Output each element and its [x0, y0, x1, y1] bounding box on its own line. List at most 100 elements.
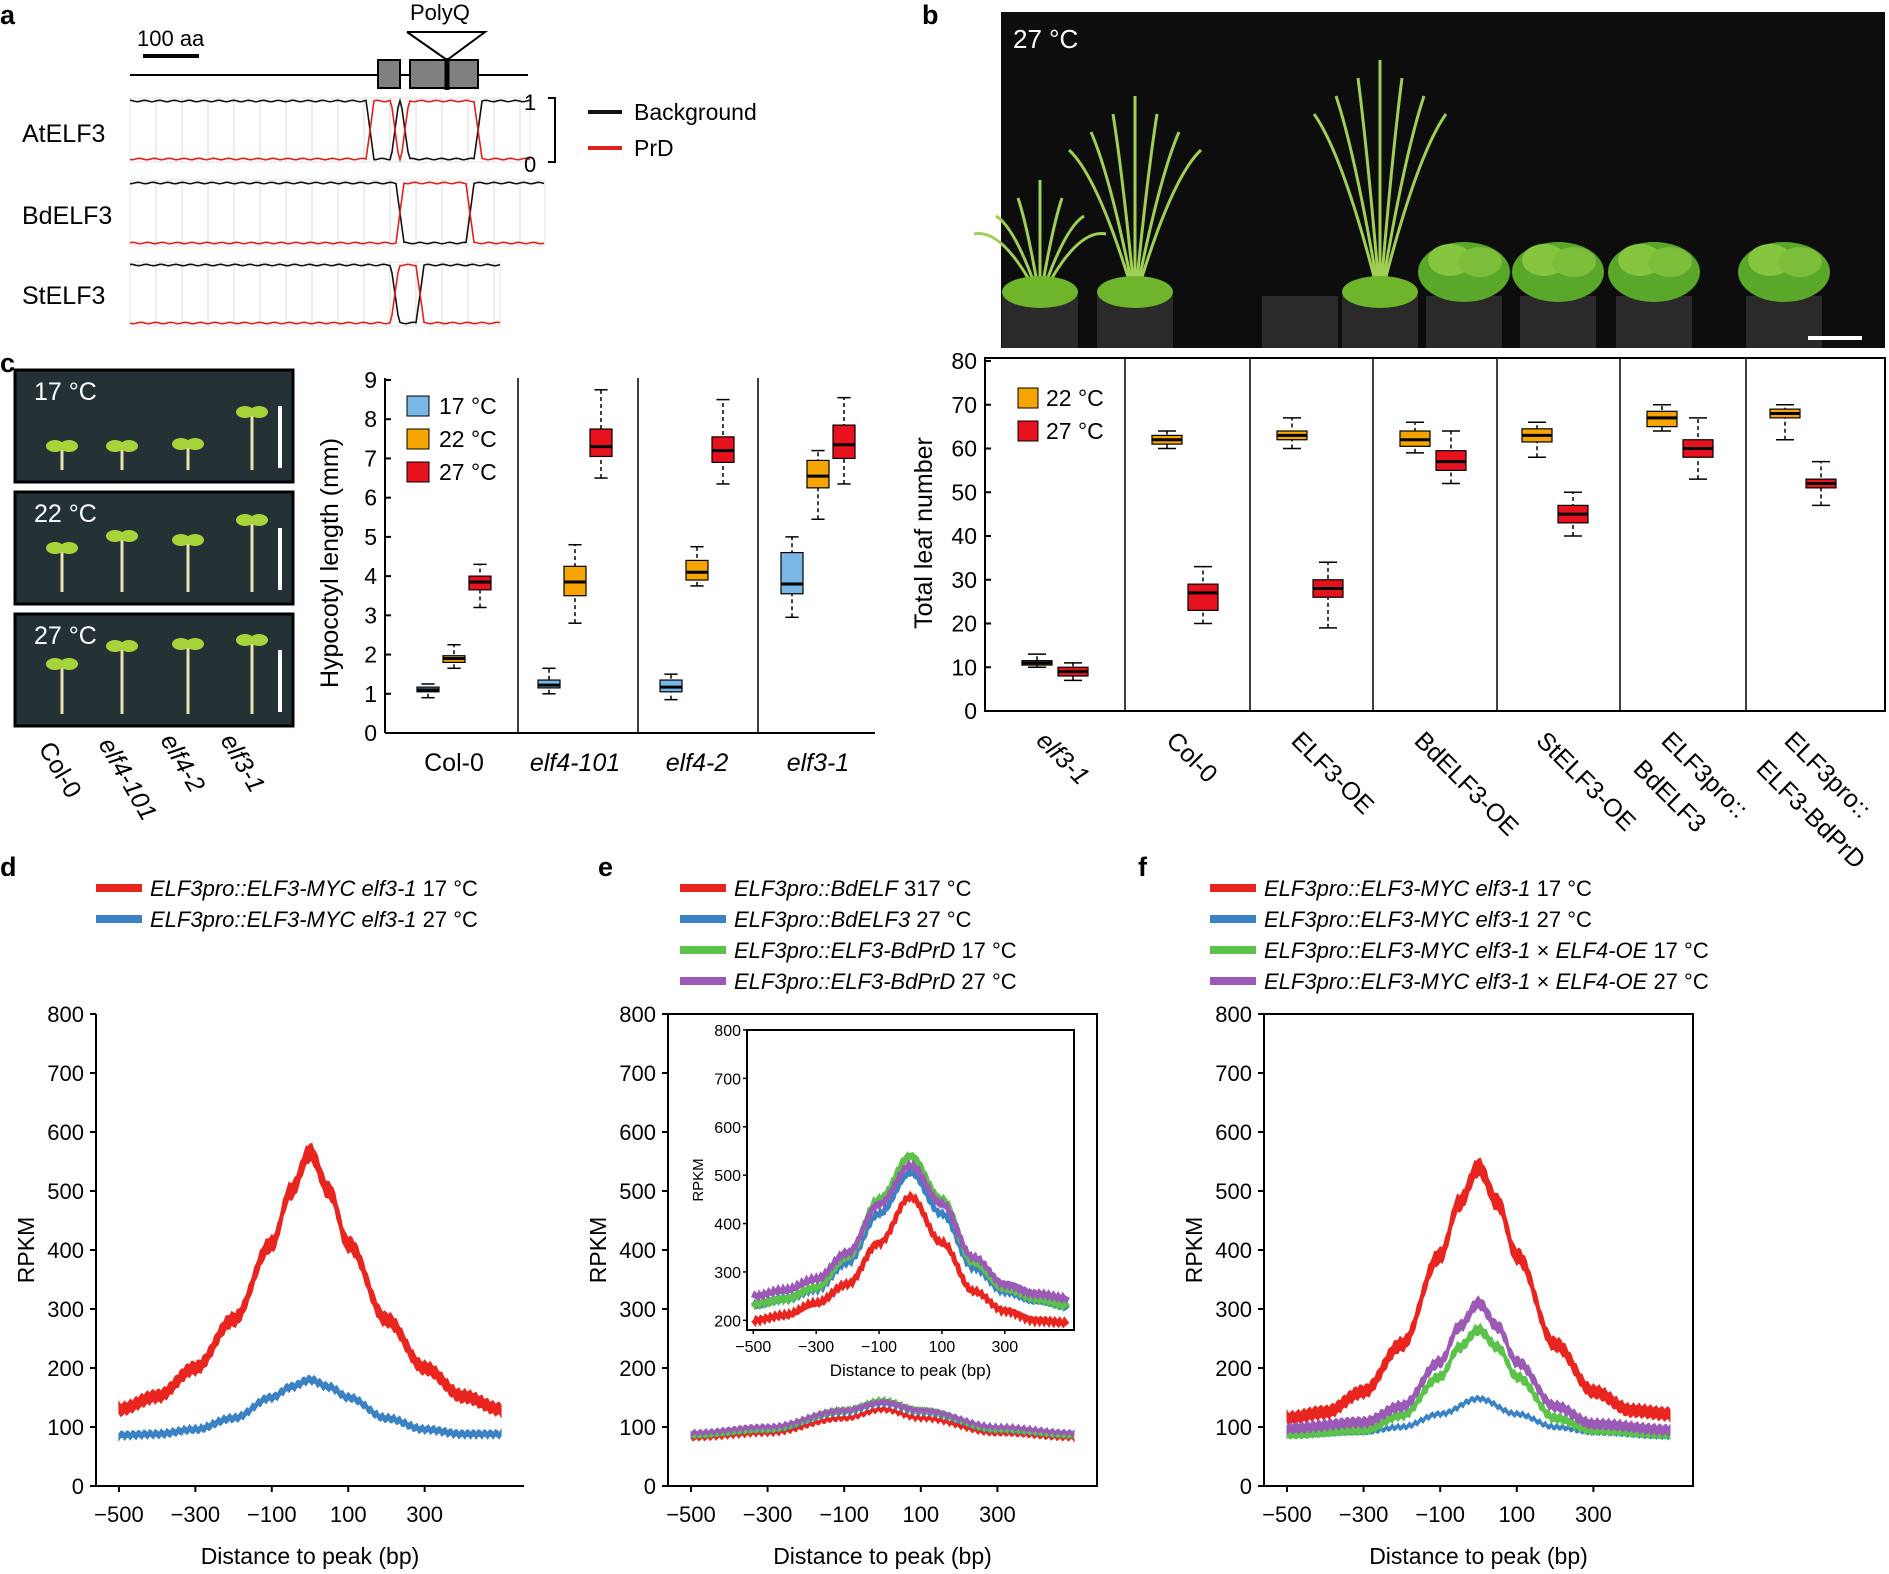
legend-suffix: 27 °C [1647, 969, 1708, 994]
y-tick-label: 40 [951, 523, 977, 549]
plant-rosette [1002, 276, 1078, 308]
x-tick-label-elf4-2: elf4-2 [666, 749, 729, 777]
series-band-0 [118, 1142, 502, 1419]
legend-suffix: 27 °C [417, 907, 478, 932]
y-tick-label: 700 [619, 1061, 656, 1086]
inset-series-line-0 [751, 1190, 1070, 1329]
legend-italic: ELF3pro::ELF3-MYC elf3-1 [1264, 938, 1531, 963]
y-axis-label: RPKM [585, 1217, 611, 1283]
legend-suffix: 17 °C [1647, 938, 1708, 963]
x-tick-label: 300 [406, 1502, 443, 1527]
legend-label-prd: PrD [634, 135, 674, 161]
panel-a-prd-tracks: 100 aa PolyQ AtELF3 BdELF3 StELF3 1 0 Ba… [22, 0, 757, 327]
track-axis-bottom: 0 [524, 152, 536, 177]
photo-temp-label-17: 17 °C [34, 378, 97, 406]
plant-stem [1356, 77, 1382, 301]
panel-label-e: e [598, 852, 613, 882]
y-tick-label: 800 [1215, 1002, 1252, 1027]
y-tick-label: 5 [364, 524, 377, 550]
series-band-0 [1286, 1157, 1671, 1426]
x-tick-label: −100 [819, 1502, 869, 1527]
y-tick-label: 6 [364, 485, 377, 511]
box-27C-elf4101 [589, 428, 613, 458]
legend-italic: ELF3pro::ELF3-BdPrD [734, 938, 955, 963]
box-27C-Col0 [1187, 583, 1219, 611]
legend-suffix: 27 °C [1531, 907, 1592, 932]
seedling-icon [106, 640, 138, 714]
inset-y-tick-label: 600 [714, 1120, 741, 1137]
seedling-cotyledon [60, 542, 78, 554]
x-axis-label: Distance to peak (bp) [201, 1543, 420, 1569]
legend-suffix: 27 °C [955, 969, 1016, 994]
seedling-icon [106, 440, 138, 470]
seedling-cotyledon [60, 440, 78, 452]
prd-trace [129, 263, 501, 325]
inset-x-axis-label: Distance to peak (bp) [830, 1361, 992, 1380]
y-tick-label: 0 [72, 1474, 84, 1499]
seedling-cotyledon [106, 640, 124, 652]
seedling-icon [236, 514, 268, 592]
seedling-cotyledon [106, 440, 124, 452]
y-tick-label: 80 [951, 348, 977, 374]
y-axis-label: RPKM [1181, 1217, 1207, 1283]
seedling-icon [46, 658, 78, 714]
y-axis-label: Total leaf number [910, 437, 938, 629]
panel-f-rpkm-profile: 0 100 200 300 400 500 600 700 800 −500 −300 −100 100… [1181, 876, 1709, 1569]
x-tick-label-Col-0: Col-0 [424, 749, 484, 777]
polyq-wedge [406, 31, 489, 62]
seedling-cotyledon [46, 542, 64, 554]
x-tick-label: −300 [171, 1502, 221, 1527]
y-tick-label: 20 [951, 611, 977, 637]
legend-label: ELF3pro::ELF3-MYC elf3-1 27 °C [1264, 907, 1592, 932]
legend-swatch [1017, 420, 1039, 442]
legend-suffix: 17 °C [417, 876, 478, 901]
x-tick-label: Col-0 [1161, 726, 1223, 788]
plant-stem [1378, 95, 1426, 301]
y-tick-label: 400 [47, 1238, 84, 1263]
seedling-cotyledon [236, 634, 254, 646]
legend-swatch [406, 395, 430, 417]
seedling-cotyledon [46, 440, 64, 452]
background-trace [129, 97, 531, 161]
plant-stem [1378, 77, 1404, 301]
y-tick-label: 700 [1215, 1061, 1252, 1086]
legend-mid: × [1531, 969, 1556, 994]
legend-suffix: 17 °C [1531, 876, 1592, 901]
plant-pot [1262, 296, 1338, 348]
chart-content: 0 10 20 30 40 50 60 70 80 elf3-1 Col-0 ELF3-OE BdELF… [951, 348, 1876, 874]
y-tick-label: 7 [364, 445, 377, 471]
plant-stem [1312, 113, 1382, 301]
x-tick-label-elf4-101: elf4-101 [530, 749, 620, 777]
genotype-label-elf4-2: elf4-2 [155, 729, 211, 797]
y-tick-label: 500 [619, 1179, 656, 1204]
legend-italic: ELF3pro::BdELF [734, 876, 899, 901]
x-tick-label: 100 [330, 1502, 367, 1527]
legend-label: ELF3pro::ELF3-MYC elf3-1 17 °C [150, 876, 478, 901]
inset-y-tick-label: 400 [714, 1217, 741, 1234]
y-axis-label: RPKM [13, 1217, 39, 1283]
x-tick-label: elf3-1 [1031, 726, 1095, 790]
plant-rosette-icon [1312, 60, 1448, 308]
plant-rosette-icon [1738, 242, 1830, 302]
genotype-label-col0: Col-0 [33, 737, 87, 803]
plant-rosette [1342, 276, 1418, 308]
track-label-bdelf3: BdELF3 [22, 202, 112, 230]
polyq-label: PolyQ [410, 0, 470, 25]
inset-x-tick-label: 100 [929, 1339, 956, 1356]
x-tick-label: 300 [1575, 1502, 1612, 1527]
legend-label: ELF3pro::ELF3-BdPrD 17 °C [734, 938, 1017, 963]
background-trace [129, 263, 501, 325]
seedling-cotyledon [120, 640, 138, 652]
legend-label: ELF3pro::ELF3-MYC elf3-1 17 °C [1264, 876, 1592, 901]
x-tick-label: −500 [94, 1502, 144, 1527]
legend-label: 27 °C [439, 459, 497, 485]
seedling-cotyledon [120, 440, 138, 452]
y-tick-label: 0 [644, 1474, 656, 1499]
legend-italic: ELF3pro::ELF3-MYC elf3-1 [1264, 969, 1531, 994]
seedling-icon [46, 542, 78, 592]
photo-temp-label-22: 22 °C [34, 500, 97, 528]
x-tick-label: BdELF3-OE [1409, 726, 1524, 841]
panel-c-hypocotyl-chart: 0 1 2 3 4 5 6 7 8 9 Col-0 elf4-101 elf4-2 elf3-1 17 °C… [316, 367, 875, 777]
y-tick-label: 400 [1215, 1238, 1252, 1263]
